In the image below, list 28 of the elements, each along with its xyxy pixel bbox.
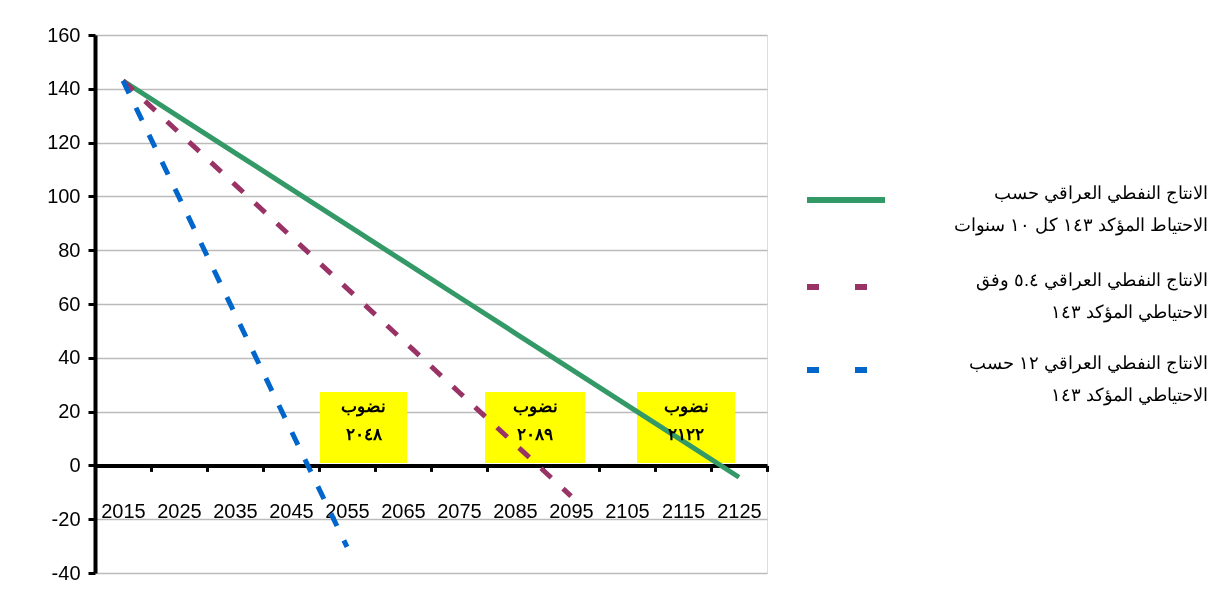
- x-tick-label: 2075: [437, 499, 482, 522]
- x-tick-label: 2035: [213, 499, 258, 522]
- y-tick-label: 160: [47, 23, 81, 46]
- y-tick-label: 120: [47, 131, 81, 154]
- x-tick-label: 2025: [157, 499, 202, 522]
- y-tick-label: 40: [58, 346, 81, 369]
- y-tick-label: -20: [51, 507, 81, 530]
- x-tick-label: 2115: [661, 499, 706, 522]
- x-tick-label: 2045: [269, 499, 314, 522]
- x-tick-label: 2095: [549, 499, 594, 522]
- text: الانتاج النفطي العراقي ٥.٤ وفق الاحتياطي المؤكد ١٤٣: [975, 270, 1208, 323]
- text: الانتاج النفطي العراقي حسب الاحتياط المؤكد ١٤٣ كل ١٠ سنوات: [953, 183, 1208, 236]
- y-tick-label: 100: [47, 184, 81, 207]
- y-tick-label: -40: [51, 561, 81, 584]
- y-tick-label: 140: [47, 77, 81, 100]
- text: الانتاج النفطي العراقي ١٢ حسب الاحتياطي المؤكد ١٤٣: [968, 353, 1208, 406]
- annotation: نضوب ٢٠٨٩: [512, 397, 558, 444]
- x-tick-label: 2105: [605, 499, 650, 522]
- annotation: نضوب ٢٠٤٨: [341, 397, 386, 444]
- x-tick-label: 2015: [101, 499, 146, 522]
- x-tick-label: 2085: [493, 499, 538, 522]
- y-tick-label: 80: [58, 238, 81, 261]
- x-tick-label: 2125: [717, 499, 762, 522]
- y-tick-label: 60: [58, 292, 81, 315]
- y-tick-label: 20: [58, 400, 81, 423]
- x-tick-label: 2055: [325, 499, 370, 522]
- x-tick-label: 2065: [381, 499, 426, 522]
- y-tick-label: 0: [69, 453, 81, 476]
